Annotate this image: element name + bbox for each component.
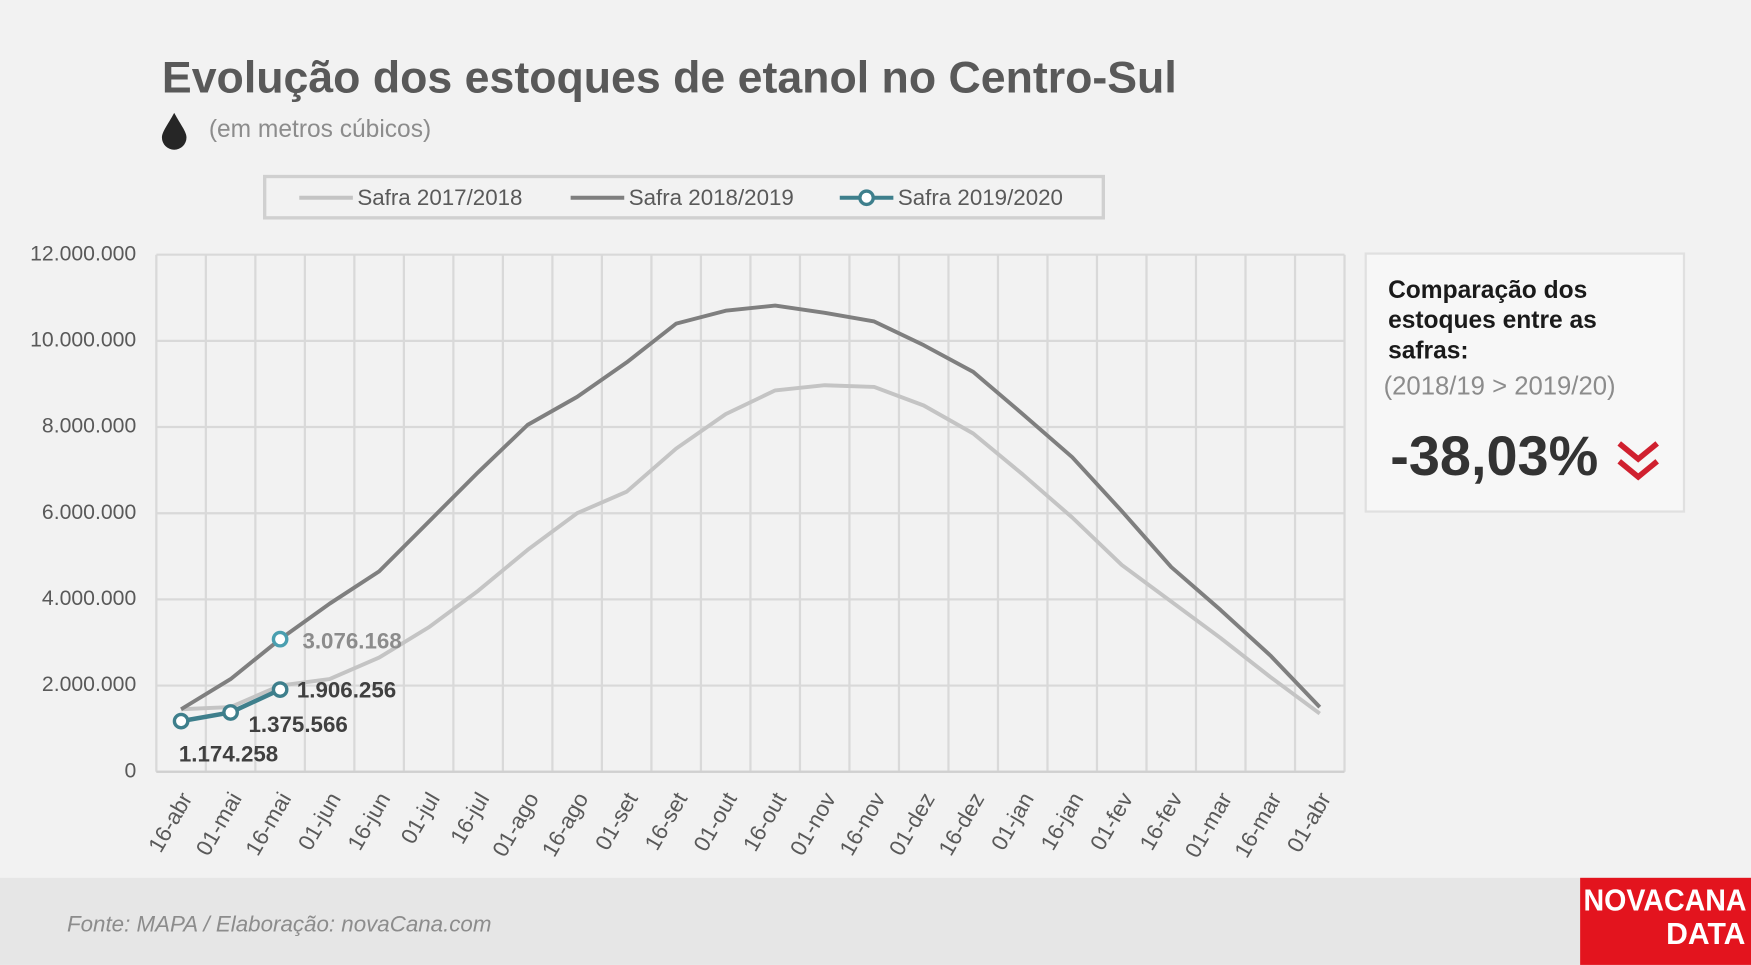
- legend-label: Safra 2019/2020: [898, 185, 1063, 210]
- data-point: [271, 630, 289, 648]
- data-point: [271, 681, 289, 698]
- y-tick-label: 4.000.000: [42, 587, 136, 610]
- legend-marker: [858, 189, 875, 207]
- logo-text: NOVACANA: [1583, 884, 1746, 917]
- data-point: [172, 712, 190, 730]
- legend-box: [262, 174, 1105, 220]
- data-point: [222, 704, 239, 721]
- legend: Safra 2017/2018 Safra 2018/2019 Safra 2019…: [299, 185, 1063, 210]
- series-line: [180, 303, 1322, 711]
- data-label: 1.375.566: [248, 712, 347, 737]
- panel-change: -38,03%: [1390, 424, 1598, 487]
- panel-heading: safras:: [1388, 337, 1469, 364]
- footer-source: Fonte: MAPA / Elaboração: novaCana.com: [67, 912, 491, 937]
- y-tick-label: 8.000.000: [42, 415, 136, 438]
- y-tick-label: 12.000.000: [30, 242, 136, 265]
- series-line: [181, 383, 1321, 716]
- logo-box: [1580, 877, 1751, 965]
- chart-subtitle: (em metros cúbicos): [209, 116, 431, 143]
- data-label: 1.174.258: [179, 742, 278, 767]
- panel-heading: estoques entre as: [1388, 307, 1597, 334]
- droplet-icon: [161, 112, 187, 150]
- panel-comparison: (2018/19 > 2019/20): [1384, 372, 1616, 400]
- data-label: 3.076.168: [302, 628, 401, 653]
- y-tick-label: 2.000.000: [42, 673, 136, 696]
- y-tick-label: 6.000.000: [42, 501, 136, 524]
- data-label: 1.906.256: [297, 678, 396, 703]
- down-arrow-icon: [1617, 441, 1659, 481]
- logo-text: DATA: [1666, 918, 1745, 951]
- legend-label: Safra 2018/2019: [629, 185, 794, 210]
- panel-heading: Comparação dos: [1388, 277, 1587, 304]
- y-tick-label: 10.000.000: [30, 328, 136, 351]
- y-tick-label: 0: [124, 759, 136, 782]
- legend-label: Safra 2017/2018: [357, 185, 522, 210]
- footer-bar: [0, 877, 1751, 965]
- chart-title: Evolução dos estoques de etanol no Centr…: [162, 53, 1177, 102]
